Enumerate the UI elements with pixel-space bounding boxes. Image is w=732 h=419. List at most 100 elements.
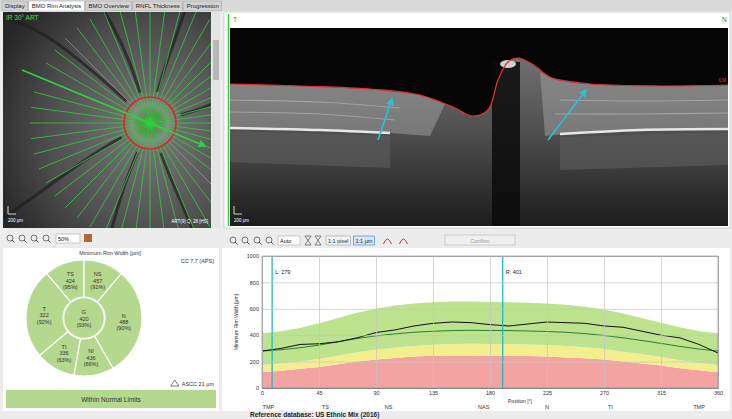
scan-line [150, 107, 211, 123]
tab[interactable]: BMO Rim Analysis [29, 1, 85, 11]
toolbar-right: Auto 1:1 pixel 1:1 µm Confirm [230, 235, 515, 245]
x-tick-label: 135 [429, 390, 438, 396]
x-tick-label: 360 [714, 390, 723, 396]
toolbar-icon[interactable] [305, 236, 311, 245]
toolbar-icon[interactable] [266, 237, 274, 245]
tab-label[interactable]: BMO Overview [88, 3, 129, 9]
sector-label: TI [62, 344, 67, 350]
scan-line [46, 123, 150, 183]
tab-background[interactable] [85, 1, 131, 11]
tab[interactable]: RNFL Thickness [133, 1, 183, 11]
scan-line [119, 12, 150, 123]
cursor-label: R: 401 [506, 269, 522, 275]
x-grid-line [319, 256, 320, 388]
tab-bar: Display BMO Rim Analysis BMO Overview RNFL … [0, 0, 732, 11]
x-tick-label: 315 [657, 390, 666, 396]
scan-line [30, 123, 150, 124]
zoom-value[interactable]: 50% [58, 236, 69, 242]
sector-percentile: (63%) [57, 357, 72, 363]
tab[interactable]: Progression [184, 1, 222, 11]
tab-label[interactable]: RNFL Thickness [136, 3, 180, 9]
x-grid-line [433, 256, 434, 388]
y-tick-label: 600 [250, 306, 259, 312]
toggle-button[interactable]: 1:1 pixel [326, 236, 351, 245]
scan-line [39, 123, 150, 169]
retina-layer [230, 112, 395, 120]
tab-background[interactable] [133, 1, 183, 11]
scan-line [150, 63, 211, 123]
tab-background[interactable] [2, 1, 28, 11]
tab-label[interactable]: BMO Rim Analysis [32, 3, 82, 9]
toggle-button[interactable]: 1:1 µm [354, 236, 375, 245]
toolbar-icon[interactable] [43, 235, 51, 243]
x-tick-label: 0 [261, 390, 264, 396]
toolbar-icon[interactable] [383, 239, 391, 244]
sector-tick-label: TI [608, 404, 613, 410]
toolbar-icon[interactable] [315, 236, 321, 245]
tab-label[interactable]: Display [5, 3, 25, 9]
tab-background[interactable] [29, 1, 85, 11]
toolbar-icon[interactable] [242, 237, 250, 245]
x-tick: 225 [543, 256, 552, 396]
button-background[interactable] [326, 236, 351, 245]
fundus-label: IR 30° ART [6, 14, 38, 21]
ascc-label: ASCC 21 µm [182, 381, 215, 387]
toolbar-icon[interactable] [7, 235, 15, 243]
scrollbar-thumb[interactable] [213, 40, 219, 80]
plot-frame [262, 256, 718, 388]
sector: G420(93%) [64, 298, 105, 339]
scan-line [134, 12, 150, 123]
scan-line [90, 19, 150, 123]
sector-center [64, 298, 105, 339]
x-grid-line [547, 256, 548, 388]
quality-label: CC 7.7 (APS) [181, 258, 214, 264]
tab-background[interactable] [184, 1, 222, 11]
button-label[interactable]: 1:1 µm [356, 238, 373, 244]
toolbar-icon[interactable] [230, 237, 238, 245]
x-tick: 180 [486, 256, 495, 396]
mrw-arrow [548, 90, 586, 140]
toolbar-icon[interactable] [84, 234, 92, 242]
sector-tick-label: TMP [693, 404, 705, 410]
confirm-label[interactable]: Confirm [470, 238, 490, 244]
sector-label: NS [94, 271, 102, 277]
tissue [230, 58, 728, 226]
sector-tick-label: TMP [263, 404, 275, 410]
scale-bar [234, 214, 242, 215]
tab-strip [0, 0, 732, 11]
button-background[interactable] [354, 236, 375, 245]
scan-line [34, 92, 150, 123]
toolbar-icon[interactable] [31, 235, 39, 243]
sector-tick-label: NS [385, 404, 393, 410]
scan-line [150, 19, 210, 123]
icon-part [247, 242, 250, 245]
sector-value: 336 [59, 350, 68, 356]
toolbar-left: 50% [7, 234, 92, 243]
y-tick-label: 1000 [247, 253, 259, 259]
tab-label[interactable]: Progression [187, 3, 219, 9]
zoom-dropdown[interactable] [278, 236, 300, 245]
retina-layer [555, 113, 728, 114]
tab[interactable]: BMO Overview [85, 1, 131, 11]
confirm-button[interactable] [445, 235, 515, 245]
tab[interactable]: Display [2, 1, 28, 11]
icon-part [259, 242, 262, 245]
x-grid-line [376, 256, 377, 388]
sector-label: TS [67, 271, 74, 277]
zoom-value[interactable]: Auto [280, 238, 291, 244]
scan-line [150, 123, 211, 124]
y-tick-label: 400 [250, 332, 259, 338]
button-label[interactable]: 1:1 pixel [328, 238, 349, 244]
zoom-dropdown[interactable] [56, 234, 80, 243]
scan-line [34, 123, 150, 154]
sector-value: 424 [66, 278, 75, 284]
toolbar-icon[interactable] [19, 235, 27, 243]
scan-line [65, 38, 150, 123]
sector-tick-label: TS [322, 404, 329, 410]
scan-line [150, 92, 211, 123]
toolbar-icon[interactable] [399, 239, 407, 244]
x-tick-label: 180 [486, 390, 495, 396]
toolbar-icon[interactable] [254, 237, 262, 245]
sector-chart: TS424(95%)NS457(91%)N488(90%)NI436(66%)T… [26, 260, 142, 376]
x-tick-label: 270 [600, 390, 609, 396]
